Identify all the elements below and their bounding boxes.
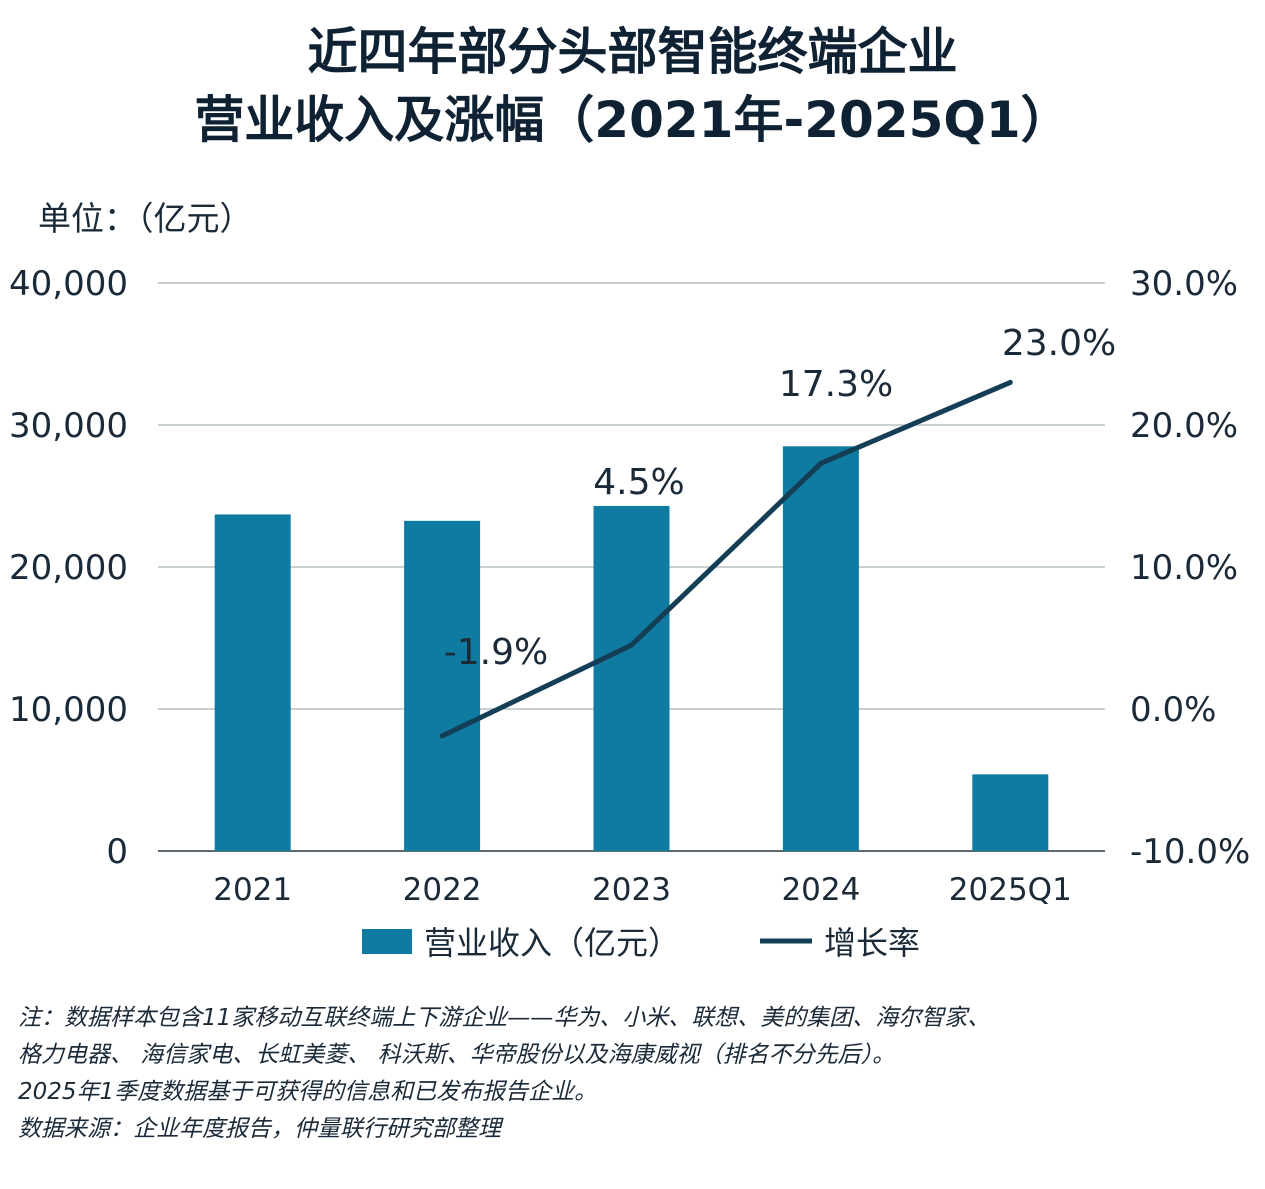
- chart-title-line2: 营业收入及涨幅（2021年-2025Q1）: [194, 91, 1071, 149]
- left-tick-label: 30,000: [9, 406, 128, 446]
- right-tick-label: -10.0%: [1130, 832, 1250, 872]
- growth-point-2024: [818, 460, 824, 466]
- bars: [214, 446, 1049, 851]
- bar-2024: [782, 446, 859, 851]
- x-axis: 2021 2022 2023 2024 2025Q1: [213, 872, 1072, 908]
- x-tick-label: 2021: [213, 872, 292, 908]
- x-tick-label: 2024: [781, 872, 860, 908]
- growth-point-2023: [629, 642, 634, 648]
- right-axis: -10.0% 0.0% 10.0% 20.0% 30.0%: [1130, 264, 1250, 872]
- legend-swatch-bar: [362, 929, 412, 954]
- growth-line: [439, 379, 1013, 739]
- legend-label-growth: 增长率: [824, 924, 920, 962]
- growth-line-path: [441, 380, 1012, 739]
- data-label-2022: -1.9%: [444, 632, 548, 673]
- chart: -1.9% 4.5% 17.3% 23.0% 0 10,000 20,000 30,000 4…: [9, 264, 1250, 962]
- footnotes: 注：数据样本包含11家移动互联终端上下游企业——华为、小米、联想、美的集团、海尔…: [18, 1000, 1248, 1148]
- right-tick-label: 0.0%: [1130, 690, 1216, 730]
- x-tick-label: 2023: [592, 872, 671, 908]
- right-tick-label: 10.0%: [1130, 548, 1238, 588]
- legend-label-revenue: 营业收入（亿元）: [424, 924, 680, 962]
- left-tick-label: 10,000: [9, 690, 128, 730]
- left-axis: 0 10,000 20,000 30,000 40,000: [9, 264, 128, 872]
- data-label-2023: 4.5%: [593, 462, 684, 503]
- right-tick-label: 20.0%: [1130, 406, 1238, 446]
- growth-point-2022: [439, 733, 445, 739]
- footnote-line: 格力电器、 海信家电、长虹美菱、 科沃斯、华帝股份以及海康威视（排名不分先后）。: [18, 1042, 896, 1068]
- unit-label: 单位：（亿元）: [38, 199, 253, 238]
- left-tick-label: 0: [106, 832, 128, 872]
- data-labels: -1.9% 4.5% 17.3% 23.0%: [444, 323, 1116, 673]
- legend: 营业收入（亿元） 增长率: [362, 924, 920, 962]
- right-tick-label: 30.0%: [1130, 264, 1238, 304]
- footnote-line: 数据来源：企业年度报告，仲量联行研究部整理: [18, 1116, 501, 1142]
- bar-2021: [214, 514, 291, 851]
- bar-2023: [593, 505, 670, 851]
- growth-point-2025Q1: [1007, 379, 1013, 385]
- bar-2025Q1: [972, 774, 1049, 851]
- footnote-line: 注：数据样本包含11家移动互联终端上下游企业——华为、小米、联想、美的集团、海尔…: [18, 1005, 991, 1031]
- data-label-2024: 17.3%: [779, 364, 893, 405]
- left-tick-label: 20,000: [9, 548, 128, 588]
- data-label-2025Q1: 23.0%: [1002, 323, 1116, 364]
- bar-2022: [404, 520, 481, 851]
- x-tick-label: 2022: [403, 872, 482, 908]
- x-tick-label: 2025Q1: [949, 872, 1072, 908]
- left-tick-label: 40,000: [9, 264, 128, 304]
- footnote-line: 2025年1季度数据基于可获得的信息和已发布报告企业。: [18, 1079, 598, 1105]
- chart-title-line1: 近四年部分头部智能终端企业: [307, 23, 958, 81]
